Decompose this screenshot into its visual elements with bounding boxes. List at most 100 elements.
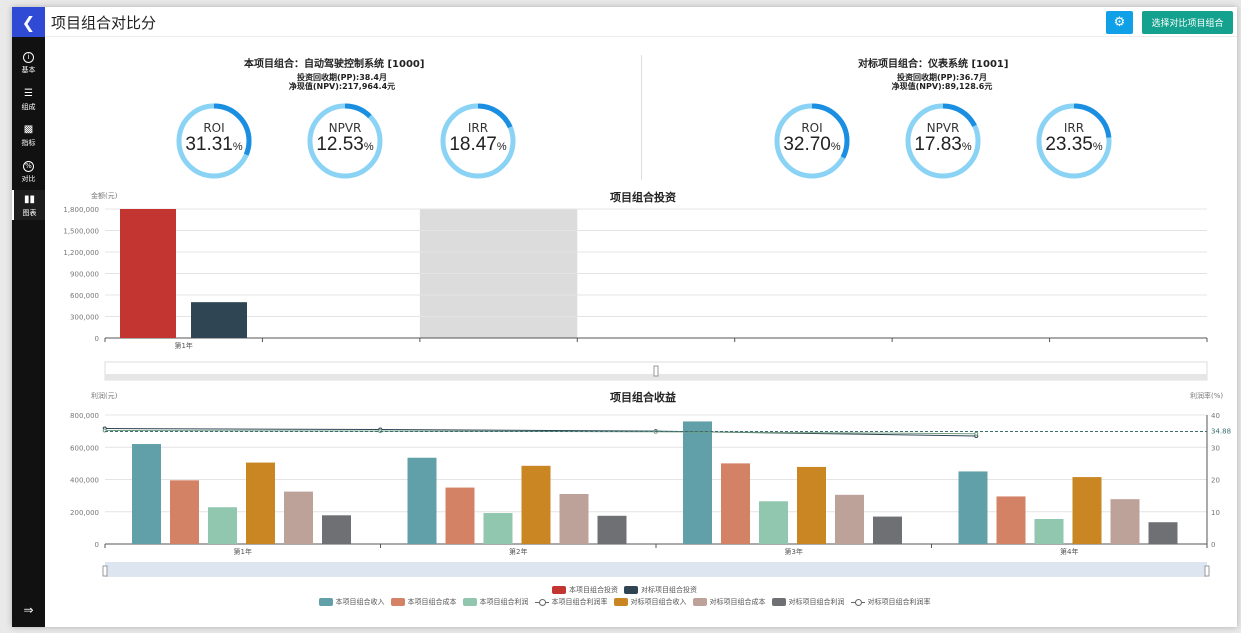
x-tick-label: 第2年	[509, 547, 527, 556]
y-tick-label: 1,200,000	[63, 249, 99, 257]
gauge-fill	[1036, 103, 1112, 179]
y2-tick-label: 20	[1211, 477, 1220, 485]
bar-self-cost	[445, 487, 475, 544]
markline-label: 34.88	[1211, 428, 1231, 436]
legend-swatch	[624, 586, 638, 594]
gauge-value: 17.83%	[914, 134, 972, 155]
bar-self-profit	[1034, 519, 1064, 544]
sidebar-item-basic[interactable]: i 基本	[12, 47, 45, 77]
y-tick-label: 1,800,000	[63, 206, 99, 214]
legend-row-2: 本项目组合收入 本项目组合成本 本项目组合利润 本项目组合利润率 对标项目组合收入 对标项…	[12, 597, 1237, 607]
legend-item[interactable]: 本项目组合利润率	[534, 597, 608, 607]
bench-roi-gauge: ROI 32.70%	[772, 101, 852, 181]
bar-self-income	[958, 471, 988, 544]
panel-divider	[641, 55, 642, 180]
bar-bench-income	[521, 465, 551, 544]
legend-item[interactable]: 对标项目组合利润	[771, 597, 845, 607]
select-benchmark-button[interactable]: 选择对比项目组合	[1142, 11, 1233, 34]
right-panel-title: 对标项目组合：仪表系统 [1001]	[858, 59, 1009, 70]
gauge-fill	[440, 103, 516, 179]
profit-y-unit: 利润(元)	[91, 392, 118, 400]
sidebar-item-charts[interactable]: ▮▮ 图表	[12, 190, 45, 220]
legend-swatch	[771, 598, 786, 606]
legend-label: 本项目组合投资	[569, 586, 618, 594]
sidebar-item-label: 指标	[21, 139, 36, 147]
chevron-left-icon: ❮	[21, 12, 36, 32]
gauge-ring	[440, 103, 516, 179]
legend-item[interactable]: 本项目组合投资	[552, 585, 618, 595]
gauge-value: 23.35%	[1045, 134, 1103, 155]
gauge-unit: %	[961, 141, 972, 153]
line-point	[974, 431, 979, 436]
x-tick-label: 第1年	[174, 341, 192, 350]
bar-bench-income	[797, 466, 826, 544]
gauge-label: ROI	[801, 121, 823, 135]
settings-button[interactable]: ⚙	[1106, 11, 1133, 34]
profit-y2-unit: 利润率(%)	[1190, 392, 1224, 400]
legend-swatch	[613, 598, 628, 606]
legend-label: 对标项目组合投资	[641, 586, 697, 594]
bar-self-cost	[721, 463, 750, 544]
header: 项目组合对比分 ⚙ 选择对比项目组合	[45, 7, 1237, 37]
chart-icon: ▮▮	[23, 194, 35, 205]
line-self-rate	[104, 428, 977, 437]
legend-item[interactable]: 本项目组合利润	[462, 597, 529, 607]
back-button[interactable]: ❮	[12, 7, 45, 37]
legend-line-marker	[534, 598, 549, 606]
info-icon: i	[12, 49, 45, 65]
bar-self-cost	[170, 480, 199, 544]
legend-item[interactable]: 对标项目组合收入	[613, 597, 687, 607]
gauge-unit: %	[496, 141, 507, 153]
gauge-unit: %	[830, 141, 841, 153]
y2-tick-label: 10	[1211, 509, 1220, 517]
gauge-label: NPVR	[328, 121, 362, 135]
y-tick-label: 800,000	[70, 412, 99, 420]
right-panel-pp: 投资回收期(PP):36.7月	[897, 73, 987, 82]
x-tick-label: 第1年	[234, 547, 252, 556]
sidebar-item-label: 基本	[21, 66, 36, 74]
legend-label: 对标项目组合利润率	[867, 598, 931, 606]
x-tick-label: 第4年	[1060, 547, 1078, 556]
bar-self-income	[132, 444, 161, 544]
legend-label: 本项目组合利润率	[551, 598, 608, 606]
sidebar-item-compare[interactable]: % 对比	[12, 156, 45, 186]
bar-self-income	[407, 457, 437, 544]
legend-item[interactable]: 对标项目组合成本	[692, 597, 766, 607]
sidebar-item-composition[interactable]: ☰ 组成	[12, 84, 45, 114]
sidebar: ❮ i 基本 ☰ 组成 ▩ 指标 % 对比 ▮▮ 图表 ⇒	[12, 7, 45, 627]
gauge-label: NPVR	[926, 121, 960, 135]
sidebar-item-label: 图表	[22, 209, 37, 217]
invest-chart: 0 300,000 600,000 900,000 1,200,000 1,500,000…	[63, 206, 1208, 381]
percent-icon: %	[12, 158, 45, 174]
zoom-slider-fill	[105, 374, 1207, 380]
bar-self-profit	[483, 513, 513, 544]
legend-item[interactable]: 对标项目组合利润率	[850, 597, 931, 607]
sidebar-item-metrics[interactable]: ▩ 指标	[12, 120, 45, 150]
bar-self-profit	[208, 507, 237, 544]
y-tick-label: 0	[95, 335, 99, 343]
legend-label: 对标项目组合成本	[709, 598, 766, 606]
legend-item[interactable]: 本项目组合收入	[318, 597, 385, 607]
gauge-fill	[905, 103, 981, 179]
legend-item[interactable]: 本项目组合成本	[390, 597, 457, 607]
self-irr-gauge: IRR 18.47%	[438, 101, 518, 181]
y-tick-label: 1,500,000	[63, 228, 99, 236]
zoom-slider-handle-right	[1204, 565, 1210, 577]
right-panel-npv: 净现值(NPV):89,128.6元	[891, 82, 993, 91]
gauge-value: 32.70%	[783, 134, 841, 155]
gauge-ring	[1036, 103, 1112, 179]
gauge-ring	[307, 103, 383, 179]
gauge-ring	[176, 103, 252, 179]
left-panel-title: 本项目组合：自动驾驶控制系统 [1000]	[244, 59, 425, 70]
bench-irr-gauge: IRR 23.35%	[1034, 101, 1114, 181]
app-window: ❮ i 基本 ☰ 组成 ▩ 指标 % 对比 ▮▮ 图表 ⇒ 项目组合对比分 ⚙ …	[12, 7, 1237, 627]
legend-swatch	[318, 598, 333, 606]
y-tick-label: 600,000	[70, 292, 99, 300]
legend-swatch	[390, 598, 405, 606]
bench-npvr-gauge: NPVR 17.83%	[903, 101, 983, 181]
sidebar-item-label: 组成	[21, 103, 36, 111]
legend-item[interactable]: 对标项目组合投资	[624, 585, 697, 595]
gauge-unit: %	[363, 141, 374, 153]
gauge-unit: %	[232, 141, 243, 153]
expand-menu-icon[interactable]: ⇒	[23, 603, 34, 617]
